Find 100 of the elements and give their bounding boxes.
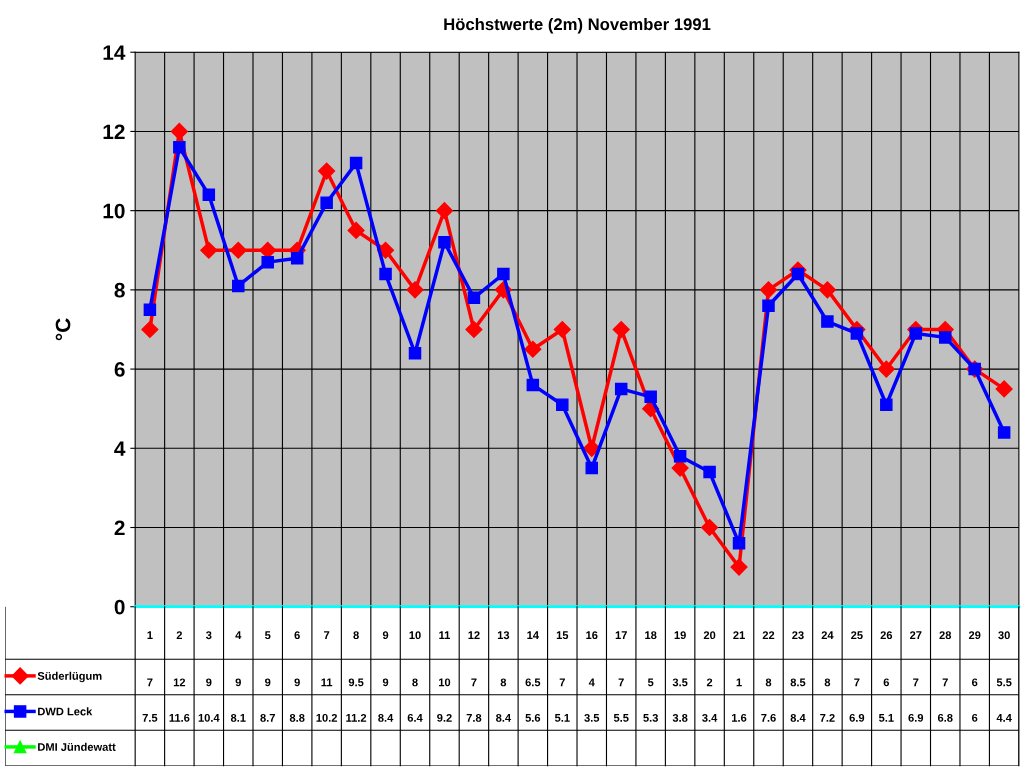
data-label: 8.1 bbox=[230, 713, 246, 722]
data-label: 3.8 bbox=[672, 713, 688, 722]
data-label: 11.6 bbox=[169, 713, 190, 722]
x-tick-label: 7 bbox=[324, 631, 330, 639]
data-label: 9 bbox=[235, 678, 241, 687]
data-label: 7.6 bbox=[761, 713, 776, 722]
data-label: 6.4 bbox=[407, 713, 423, 722]
x-tick-label: 24 bbox=[821, 631, 834, 639]
x-tick-label: 26 bbox=[880, 631, 893, 640]
data-label: 8.4 bbox=[496, 713, 512, 722]
x-tick-label: 12 bbox=[468, 631, 480, 639]
data-label: 10.4 bbox=[198, 713, 220, 722]
data-label: 7 bbox=[942, 678, 948, 687]
x-tick-label: 15 bbox=[556, 631, 569, 640]
x-tick-label: 21 bbox=[733, 631, 745, 639]
data-label: 11 bbox=[321, 678, 333, 687]
data-label: 7 bbox=[471, 678, 477, 687]
x-tick-label: 16 bbox=[586, 631, 598, 640]
data-label: 3.5 bbox=[584, 713, 600, 722]
data-label: 12 bbox=[173, 678, 186, 687]
data-label: 7 bbox=[913, 678, 919, 687]
x-tick-label: 30 bbox=[998, 631, 1010, 640]
data-label: 7 bbox=[147, 678, 153, 687]
x-tick-label: 8 bbox=[353, 631, 359, 640]
data-label: 7 bbox=[618, 678, 624, 687]
y-tick-label: 8 bbox=[114, 282, 125, 298]
data-label: 3.4 bbox=[702, 713, 718, 722]
y-tick-label: 2 bbox=[114, 520, 125, 536]
x-tick-label: 2 bbox=[176, 631, 182, 639]
data-label: 5.5 bbox=[996, 678, 1012, 687]
x-tick-label: 11 bbox=[439, 631, 451, 639]
data-label: 7.5 bbox=[142, 714, 158, 722]
data-label: 5.5 bbox=[613, 714, 629, 722]
data-label: 8.8 bbox=[289, 713, 305, 722]
chart-title: Höchstwerte (2m) November 1991 bbox=[444, 17, 711, 34]
x-tick-label: 23 bbox=[792, 631, 804, 640]
x-tick-label: 6 bbox=[294, 631, 300, 640]
data-label: 1 bbox=[736, 678, 742, 687]
data-label: 8.4 bbox=[790, 713, 806, 722]
x-tick-label: 10 bbox=[409, 631, 421, 640]
data-label: 7.8 bbox=[466, 713, 482, 722]
data-label: 8 bbox=[500, 678, 507, 687]
data-label: 2 bbox=[706, 678, 713, 687]
x-tick-label: 19 bbox=[674, 631, 686, 640]
x-tick-label: 20 bbox=[703, 631, 716, 640]
data-label: 6.9 bbox=[908, 713, 924, 722]
data-label: 10 bbox=[438, 678, 451, 687]
y-tick-label: 12 bbox=[103, 124, 125, 139]
y-axis-title: °C bbox=[55, 318, 71, 341]
data-label: 5.3 bbox=[643, 713, 658, 722]
data-label: 9 bbox=[382, 678, 389, 687]
data-label: 8 bbox=[412, 678, 418, 687]
x-tick-label: 17 bbox=[615, 631, 627, 639]
x-tick-label: 25 bbox=[851, 631, 863, 640]
data-label: 6 bbox=[883, 678, 890, 687]
legend-label: Süderlügum bbox=[37, 671, 102, 683]
data-label: 5.1 bbox=[878, 714, 894, 722]
data-label: 6.5 bbox=[525, 678, 541, 687]
data-label: 9 bbox=[206, 678, 212, 687]
data-label: 10.2 bbox=[316, 713, 338, 722]
data-label: 4.4 bbox=[996, 714, 1012, 722]
x-tick-label: 28 bbox=[939, 631, 952, 640]
y-tick-label: 6 bbox=[114, 362, 125, 377]
data-label: 7 bbox=[559, 678, 565, 687]
data-label: 7.2 bbox=[820, 713, 835, 722]
x-tick-label: 18 bbox=[645, 631, 657, 640]
data-label: 3.5 bbox=[672, 678, 688, 687]
data-label: 5.6 bbox=[525, 713, 541, 722]
data-label: 11.2 bbox=[346, 713, 367, 722]
x-tick-label: 27 bbox=[909, 631, 922, 639]
data-label: 6 bbox=[972, 678, 978, 687]
x-tick-label: 13 bbox=[497, 631, 510, 640]
data-label: 1.6 bbox=[732, 713, 747, 722]
x-tick-label: 14 bbox=[527, 631, 539, 639]
data-label: 5 bbox=[647, 678, 654, 687]
x-tick-label: 1 bbox=[147, 631, 153, 639]
data-label: 7 bbox=[854, 678, 860, 687]
legend-label: DMI Jündewatt bbox=[38, 742, 116, 751]
data-label: 8.4 bbox=[378, 713, 394, 722]
x-tick-label: 29 bbox=[968, 631, 981, 640]
data-label: 8 bbox=[824, 678, 831, 687]
data-label: 8.7 bbox=[260, 713, 275, 722]
x-tick-label: 22 bbox=[762, 631, 775, 639]
data-label: 6 bbox=[972, 713, 978, 722]
y-tick-label: 14 bbox=[103, 45, 126, 60]
x-tick-label: 5 bbox=[264, 631, 271, 640]
y-tick-label: 4 bbox=[114, 441, 126, 456]
y-tick-label: 10 bbox=[103, 203, 125, 219]
data-label: 5.1 bbox=[554, 714, 570, 722]
data-label: 6.8 bbox=[937, 713, 953, 722]
data-label: 4 bbox=[588, 678, 595, 687]
data-label: 6.9 bbox=[849, 713, 865, 722]
data-label: 9.2 bbox=[437, 713, 452, 722]
data-label: 8.5 bbox=[790, 678, 806, 687]
x-tick-label: 9 bbox=[382, 631, 389, 640]
data-label: 8 bbox=[765, 678, 772, 687]
data-label: 9 bbox=[265, 678, 271, 687]
legend-label: DWD Leck bbox=[38, 707, 93, 716]
x-tick-label: 4 bbox=[235, 631, 242, 639]
y-tick-label: 0 bbox=[114, 599, 125, 615]
